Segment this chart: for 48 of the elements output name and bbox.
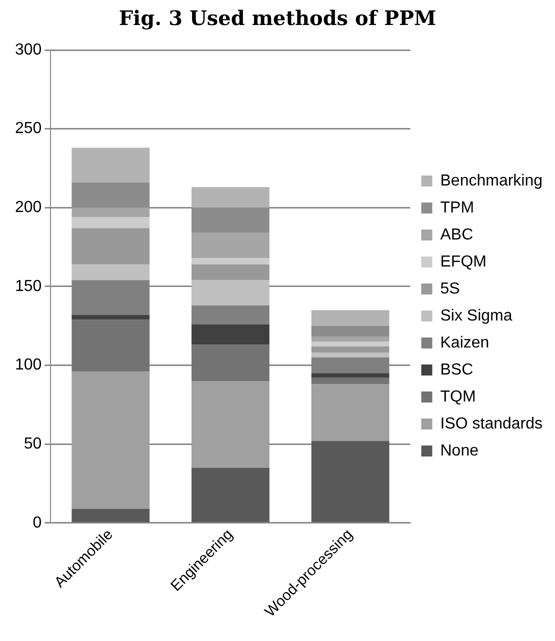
legend-label: Kaizen [440, 334, 490, 352]
legend-label: ISO standards [440, 415, 543, 432]
bar [72, 217, 150, 228]
bar [192, 264, 270, 280]
bar [192, 232, 270, 258]
y-tick-label: 200 [14, 199, 42, 216]
bar [72, 508, 150, 522]
y-tick-label: 50 [24, 436, 42, 453]
bar [311, 326, 390, 337]
bar [311, 310, 390, 326]
y-tick-label: 250 [14, 120, 42, 138]
bar [192, 468, 270, 522]
bar [192, 305, 270, 324]
legend-label: 5S [440, 280, 460, 298]
bar [311, 352, 390, 358]
bar [192, 324, 270, 345]
bar [72, 372, 150, 509]
y-tick-label: 100 [14, 356, 42, 374]
legend-label: EFQM [440, 253, 486, 270]
legend-label: TQM [440, 388, 476, 406]
bar [72, 314, 150, 320]
bar [72, 208, 150, 218]
bar [72, 264, 150, 280]
bar [192, 344, 270, 382]
y-tick-label: 0 [32, 514, 42, 532]
bar [311, 346, 390, 353]
bar [311, 342, 390, 346]
bar [311, 378, 390, 384]
legend-label: BSC [440, 361, 474, 378]
bar [311, 336, 390, 342]
legend-label: TPM [440, 199, 474, 216]
bar [192, 381, 270, 468]
bar [72, 228, 150, 264]
bar [72, 148, 150, 182]
bar [311, 440, 390, 522]
bar [192, 258, 270, 264]
bar [192, 280, 270, 306]
bar [311, 384, 390, 441]
chart-title: Fig. 3 Used methods of PPM [118, 6, 436, 30]
y-tick-label: 150 [14, 278, 42, 295]
bar [311, 373, 390, 378]
legend-label: Benchmarking [440, 172, 543, 190]
bar [192, 187, 270, 208]
legend-label: None [440, 442, 479, 460]
legend-label: Six Sigma [440, 307, 512, 324]
legend-label: ABC [440, 226, 474, 244]
y-tick-label: 300 [14, 41, 42, 58]
bar [72, 320, 150, 372]
